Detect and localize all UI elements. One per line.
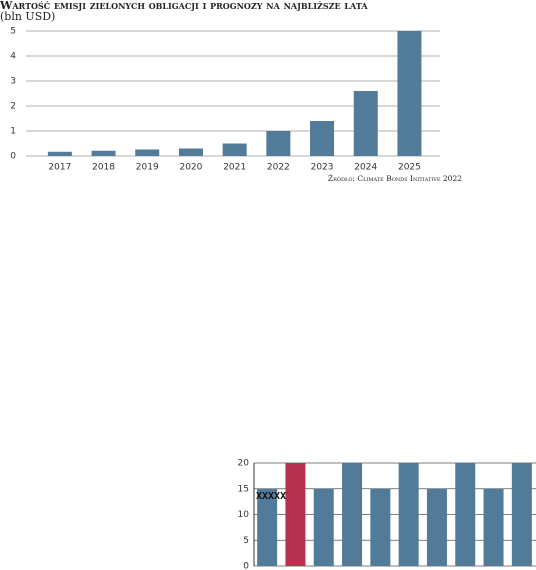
y-tick-label: 15 — [238, 484, 249, 494]
y-tick-label: 10 — [238, 510, 250, 520]
bar — [342, 463, 363, 566]
x-tick-label: 2017 — [48, 163, 71, 173]
y-tick-label: 0 — [243, 562, 249, 570]
bar — [47, 151, 72, 156]
bar — [313, 488, 334, 566]
x-tick-label: 2018 — [92, 163, 115, 173]
y-tick-label: 3 — [10, 77, 16, 87]
bar — [398, 463, 419, 566]
bar — [266, 131, 291, 156]
x-tick-label: 2021 — [223, 163, 246, 173]
x-tick-label: 2023 — [311, 163, 334, 173]
bar — [455, 463, 476, 566]
y-tick-label: 4 — [10, 52, 16, 62]
bar — [426, 488, 447, 566]
y-tick-label: 5 — [243, 536, 249, 546]
bar — [397, 31, 422, 156]
bar — [91, 150, 116, 156]
bar — [310, 121, 335, 156]
y-tick-label: 1 — [10, 127, 16, 137]
x-tick-label: 2024 — [354, 163, 377, 173]
x-tick-label: 2025 — [398, 163, 421, 173]
bar — [285, 463, 306, 566]
bar — [483, 488, 504, 566]
bar — [178, 148, 203, 156]
y-tick-label: 5 — [10, 27, 16, 37]
bar — [370, 488, 391, 566]
bar — [257, 488, 278, 566]
annotation: XXXXX — [256, 491, 286, 502]
bar — [222, 143, 247, 156]
bar — [135, 149, 160, 156]
chart-subtitle: (bln USD) — [0, 10, 55, 23]
x-tick-label: 2019 — [136, 163, 159, 173]
y-tick-label: 20 — [238, 459, 250, 469]
x-tick-label: 2022 — [267, 163, 290, 173]
bar — [511, 463, 532, 566]
y-tick-label: 2 — [10, 102, 16, 112]
bar — [353, 91, 378, 156]
x-tick-label: 2020 — [179, 163, 202, 173]
y-tick-label: 0 — [10, 152, 16, 162]
source-note: Źródło: Climate Bonds Initiative 2022 — [328, 174, 462, 183]
chart-title: Wartość emisji zielonych obligacji i pro… — [0, 0, 368, 12]
